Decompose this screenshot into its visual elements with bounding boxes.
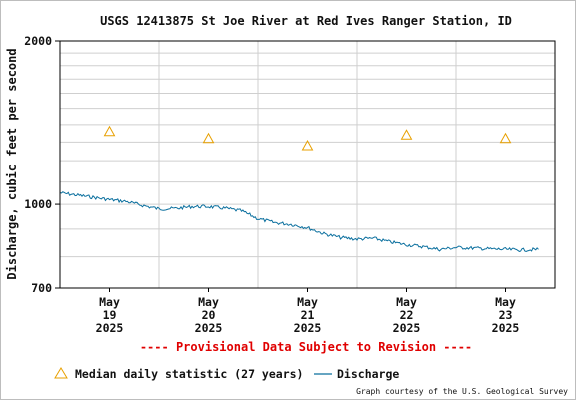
y-tick-label: 1000 bbox=[24, 197, 52, 211]
legend: Median daily statistic (27 years) Discha… bbox=[54, 367, 399, 381]
x-tick-label: May 23 2025 bbox=[492, 295, 520, 335]
y-tick-label: 2000 bbox=[24, 34, 52, 48]
median-marker bbox=[301, 139, 314, 151]
x-tick-label: May 21 2025 bbox=[294, 295, 322, 335]
plot-background bbox=[60, 41, 555, 288]
legend-discharge-label: Discharge bbox=[337, 367, 399, 381]
median-marker bbox=[400, 129, 413, 140]
y-tick-label: 700 bbox=[31, 281, 52, 295]
y-axis-label: Discharge, cubic feet per second bbox=[5, 48, 19, 279]
series-layer bbox=[59, 125, 539, 253]
x-tick-labels: May 19 2025 May 20 2025 May 21 2025 May 22 2025 May 2… bbox=[96, 288, 520, 335]
x-tick-label: May 20 2025 bbox=[195, 295, 223, 335]
grid-layer bbox=[60, 41, 555, 288]
median-marker bbox=[202, 132, 215, 144]
x-tick-label: May 22 2025 bbox=[393, 295, 421, 335]
discharge-series-line bbox=[59, 191, 539, 253]
median-marker bbox=[499, 132, 512, 144]
x-tick-label: May 19 2025 bbox=[96, 295, 124, 335]
legend-median-triangle-icon bbox=[54, 367, 68, 379]
provisional-note: ---- Provisional Data Subject to Revisio… bbox=[140, 340, 472, 354]
chart-title: USGS 12413875 St Joe River at Red Ives R… bbox=[100, 14, 512, 28]
credit-text: Graph courtesy of the U.S. Geological Su… bbox=[356, 387, 568, 396]
y-tick-labels: 700 1000 2000 bbox=[24, 34, 60, 295]
median-marker bbox=[103, 125, 116, 137]
legend-median-label: Median daily statistic (27 years) bbox=[75, 367, 303, 381]
